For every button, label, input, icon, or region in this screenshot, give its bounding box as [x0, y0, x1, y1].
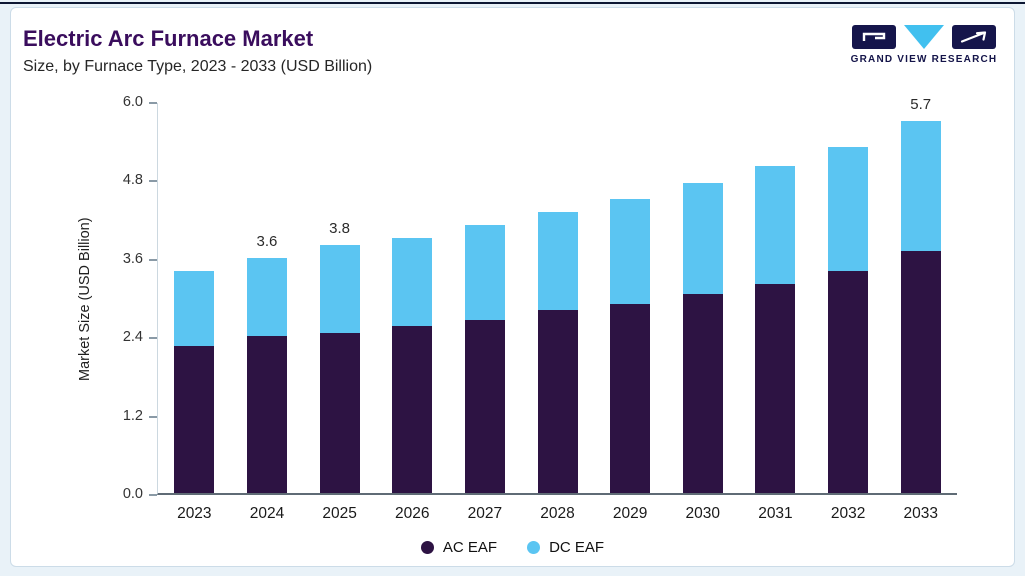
- bar-2024: [246, 257, 287, 493]
- bar-value-label: 3.8: [329, 219, 351, 237]
- bar-segment-dc-eaf: [682, 182, 723, 294]
- bar-column-2025: 3.8 2025: [303, 103, 376, 522]
- legend-dot-icon: [527, 541, 541, 554]
- bar-segment-ac-eaf: [464, 319, 505, 493]
- bar-2033: [900, 120, 941, 493]
- brand-logo: GRAND VIEW RESEARCH: [848, 24, 1000, 65]
- x-axis-label: 2029: [612, 505, 648, 522]
- bar-segment-dc-eaf: [392, 238, 433, 327]
- bar-segment-dc-eaf: [246, 257, 287, 337]
- bar-segment-dc-eaf: [610, 199, 651, 304]
- y-axis-tick-label: 1.2: [122, 407, 143, 424]
- y-axis-tick-label: 6.0: [122, 94, 143, 110]
- x-axis-label: 2026: [394, 505, 430, 522]
- bar-segment-dc-eaf: [537, 212, 578, 311]
- chart-card: Electric Arc Furnace Market Size, by Fur…: [10, 7, 1015, 567]
- x-axis-label: 2033: [903, 505, 938, 522]
- legend-label: AC EAF: [442, 539, 498, 556]
- page-title: Electric Arc Furnace Market: [23, 26, 314, 51]
- bar-value-label: 3.6: [256, 232, 278, 250]
- bar-column-2024: 3.6 2024: [231, 103, 304, 522]
- brand-name: GRAND VIEW RESEARCH: [850, 54, 998, 65]
- top-border-line: [0, 2, 1025, 4]
- bar-segment-dc-eaf: [174, 270, 215, 346]
- bar-segment-ac-eaf: [392, 326, 433, 493]
- bar-segment-dc-eaf: [755, 166, 796, 284]
- legend-label: DC EAF: [549, 539, 605, 556]
- bar-segment-ac-eaf: [755, 283, 796, 493]
- y-axis-tick-mark: [149, 337, 157, 340]
- bar-segment-ac-eaf: [900, 251, 941, 493]
- logo-square-right-icon: [951, 25, 996, 49]
- bar-column-2026: 2026: [376, 103, 449, 522]
- bar-segment-ac-eaf: [246, 336, 287, 493]
- bar-segment-dc-eaf: [900, 120, 941, 252]
- y-axis-title: Market Size (USD Billion): [77, 217, 93, 381]
- legend-item-ac-eaf: AC EAF: [420, 539, 498, 556]
- bar-segment-ac-eaf: [537, 310, 578, 493]
- bar-segment-ac-eaf: [319, 332, 360, 493]
- bar-segment-dc-eaf: [828, 146, 869, 271]
- x-axis-label: 2027: [467, 505, 503, 522]
- logo-square-left-icon: [851, 25, 896, 49]
- bar-2025: [319, 244, 360, 493]
- legend-dot-icon: [420, 541, 434, 554]
- bar-column-2027: 2027: [449, 103, 522, 522]
- bar-column-2028: 2028: [521, 103, 594, 522]
- x-axis-label: 2032: [830, 505, 866, 522]
- bar-2032: [828, 146, 869, 493]
- plot-area: 2023 3.6 2024 3.8 2025 2026 2027 2028 2029 2030 20…: [157, 96, 957, 522]
- y-axis-tick-mark: [149, 180, 157, 183]
- bar-segment-dc-eaf: [464, 225, 505, 320]
- y-axis-tick-label: 3.6: [122, 250, 143, 267]
- bar-2031: [755, 166, 796, 493]
- y-axis-tick-mark: [149, 258, 157, 261]
- bar-column-2030: 2030: [666, 103, 739, 522]
- bar-column-2033: 5.7 2033: [884, 96, 957, 522]
- page-subtitle: Size, by Furnace Type, 2023 - 2033 (USD …: [23, 58, 373, 75]
- x-axis-label: 2031: [758, 505, 793, 522]
- bar-segment-ac-eaf: [828, 270, 869, 493]
- y-axis-tick-label: 2.4: [122, 329, 143, 346]
- x-axis-label: 2023: [177, 505, 212, 522]
- bar-2030: [682, 182, 723, 493]
- bar-segment-ac-eaf: [610, 303, 651, 493]
- bar-segment-ac-eaf: [174, 346, 215, 493]
- logo-triangle-icon: [903, 25, 944, 49]
- bar-column-2029: 2029: [594, 103, 667, 522]
- bar-2023: [174, 270, 215, 493]
- bar-column-2023: 2023: [158, 103, 231, 522]
- y-axis-tick-mark: [149, 415, 157, 418]
- x-axis-label: 2030: [685, 505, 721, 522]
- bar-2028: [537, 212, 578, 493]
- bar-column-2032: 2032: [812, 103, 885, 522]
- bar-column-2031: 2031: [739, 103, 812, 522]
- y-axis-tick-label: 4.8: [122, 172, 143, 189]
- brand-logo-marks: [851, 25, 996, 49]
- x-axis-label: 2028: [540, 505, 575, 522]
- legend: AC EAF DC EAF: [11, 539, 1014, 556]
- bar-2027: [464, 225, 505, 493]
- bar-segment-ac-eaf: [682, 293, 723, 493]
- bar-segment-dc-eaf: [319, 244, 360, 333]
- legend-item-dc-eaf: DC EAF: [527, 539, 604, 556]
- y-axis-tick-label: 0.0: [122, 486, 143, 502]
- bar-2029: [610, 199, 651, 493]
- y-axis-tick-mark: [149, 102, 157, 104]
- bar-value-label: 5.7: [910, 95, 932, 113]
- bar-2026: [392, 238, 433, 493]
- y-axis-tick-mark: [149, 494, 157, 496]
- x-axis-label: 2025: [322, 505, 357, 522]
- x-axis-label: 2024: [249, 505, 285, 522]
